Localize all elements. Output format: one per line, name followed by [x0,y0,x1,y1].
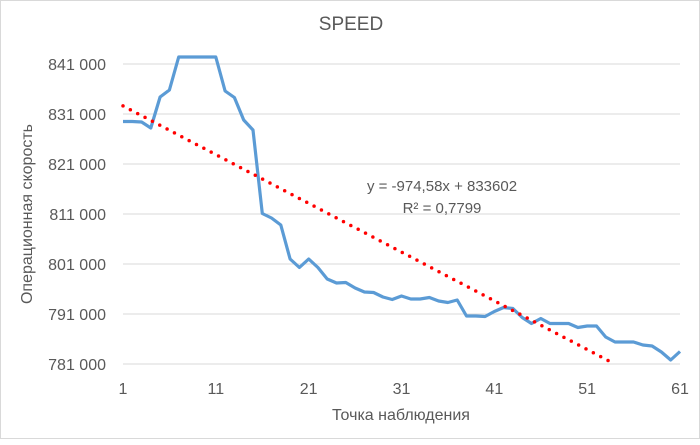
y-axis-ticks: 781 000 791 000 801 000 811 000 821 000 831 0… [48,57,106,374]
x-tick-label: 61 [671,381,689,398]
series-layer [123,57,680,360]
x-tick-label: 31 [393,381,411,398]
x-tick-label: 41 [485,381,503,398]
y-tick-label: 821 000 [48,157,106,174]
y-tick-label: 841 000 [48,57,106,74]
y-axis-label: Операционная скорость [19,124,36,304]
gridlines [123,64,680,364]
y-tick-label: 811 000 [49,207,106,224]
x-tick-label: 21 [300,381,318,398]
y-tick-label: 801 000 [48,257,106,274]
trendline-equation: y = -974,58x + 833602 [367,178,517,195]
y-tick-label: 781 000 [48,357,106,374]
x-tick-label: 11 [208,381,225,398]
chart-title: SPEED [319,14,383,35]
x-axis-label: Точка наблюдения [332,407,470,424]
series-line-speed [123,57,680,360]
y-tick-label: 791 000 [48,307,106,324]
y-tick-label: 831 000 [48,107,106,124]
trendline [123,106,613,363]
trendline-r2: R² = 0,7799 [403,200,482,217]
x-tick-label: 1 [119,381,128,398]
trendline-layer [123,106,613,363]
x-tick-label: 51 [578,381,596,398]
